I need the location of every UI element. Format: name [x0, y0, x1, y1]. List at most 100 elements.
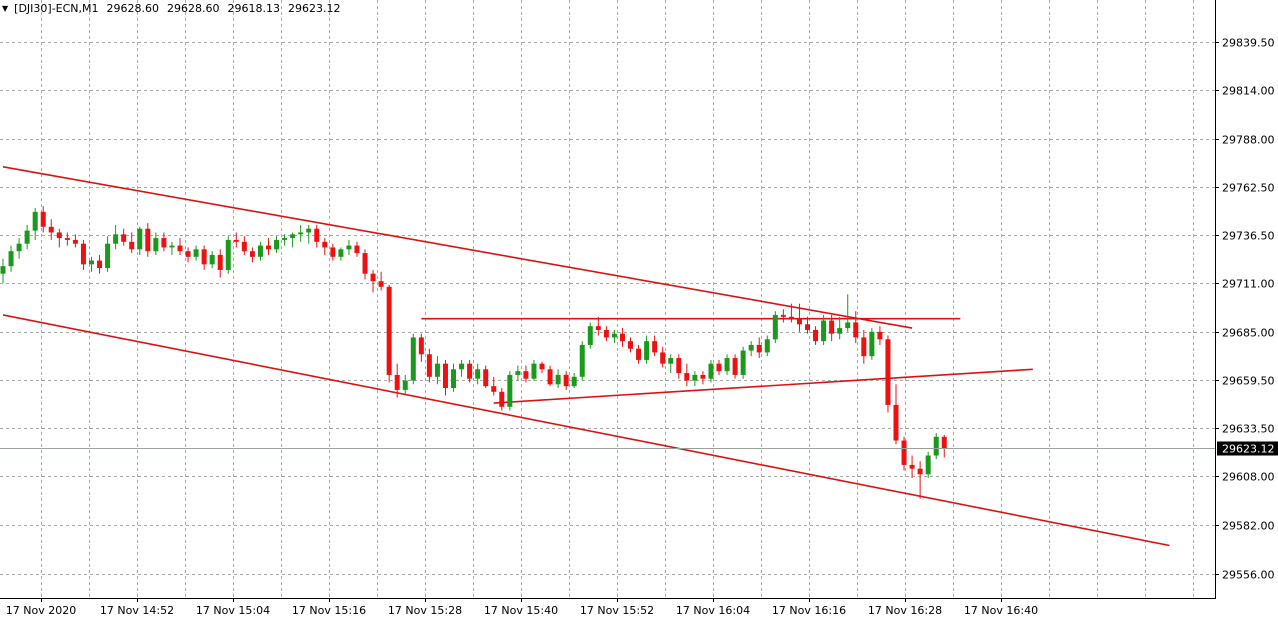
candle-body	[652, 341, 658, 353]
bearish-candle	[877, 326, 883, 345]
bearish-candle	[716, 359, 722, 375]
candle-body	[893, 404, 899, 441]
bearish-candle	[161, 232, 167, 252]
bearish-candle	[64, 232, 70, 246]
x-tick-label: 17 Nov 2020	[6, 604, 76, 617]
bearish-candle	[523, 365, 529, 383]
bearish-candle	[201, 245, 207, 270]
candle-body	[177, 245, 183, 252]
bullish-candle	[821, 314, 827, 345]
candle-body	[869, 331, 875, 357]
x-tick-label: 17 Nov 15:16	[292, 604, 366, 617]
x-tick-label: 17 Nov 16:16	[772, 604, 846, 617]
candle-body	[451, 369, 457, 389]
bullish-candle	[571, 373, 577, 389]
candle-body	[547, 369, 553, 385]
bullish-candle	[708, 359, 714, 383]
candle-body	[418, 337, 424, 355]
current-price-tag-bg	[1217, 441, 1278, 456]
candle-body	[80, 243, 86, 265]
candle-body	[97, 260, 103, 269]
bearish-candle	[48, 219, 54, 240]
low-value: 29618.13	[227, 1, 281, 15]
bullish-candle	[531, 359, 537, 381]
dropdown-triangle-icon[interactable]: ▼	[2, 3, 9, 13]
y-tick-label: 29608.00	[1222, 471, 1275, 484]
bearish-candle	[660, 346, 666, 368]
candle-body	[805, 324, 810, 330]
bearish-candle	[354, 241, 360, 257]
candle-body	[217, 254, 223, 270]
candle-body	[129, 241, 135, 250]
bullish-candle	[933, 433, 939, 460]
bearish-candle	[676, 354, 682, 379]
candle-body	[901, 440, 907, 465]
bullish-candle	[306, 224, 312, 244]
bearish-candle	[813, 326, 819, 345]
bearish-candle	[442, 359, 448, 396]
candle-body	[660, 352, 666, 364]
candle-body	[853, 322, 859, 338]
bullish-candle	[724, 354, 730, 375]
candle-body	[587, 326, 593, 345]
candle-body	[861, 337, 867, 357]
candle-body	[740, 350, 746, 375]
candle-body	[386, 286, 392, 375]
bearish-candle	[386, 284, 392, 383]
bullish-candle	[459, 359, 465, 377]
bearish-candle	[217, 249, 223, 278]
grid	[0, 0, 1215, 598]
bearish-candle	[177, 238, 183, 255]
candle-body	[169, 245, 175, 248]
bullish-candle	[644, 335, 650, 364]
bullish-candle	[772, 311, 778, 344]
candle-body	[531, 363, 537, 379]
candle-body	[636, 348, 642, 360]
candle-body	[507, 374, 513, 407]
candle-body	[394, 374, 400, 390]
bearish-candle	[684, 363, 690, 387]
bullish-candle	[290, 232, 296, 248]
symbol-label: [DJI30]-ECN,M1	[14, 1, 99, 15]
bearish-candle	[603, 326, 609, 342]
bearish-candle	[885, 335, 891, 413]
bullish-candle	[169, 241, 175, 255]
bearish-candle	[732, 354, 738, 379]
candle-body	[764, 339, 770, 353]
bearish-candle	[563, 371, 569, 390]
bearish-candle	[97, 254, 103, 274]
candle-body	[0, 266, 6, 274]
bullish-candle	[668, 354, 674, 374]
bearish-candle	[314, 224, 320, 248]
candle-body	[459, 363, 465, 370]
bearish-candle	[893, 384, 899, 445]
candle-body	[515, 371, 521, 375]
y-tick-label: 29685.00	[1222, 327, 1275, 340]
candle-body	[426, 354, 432, 377]
y-tick-label: 29582.00	[1222, 520, 1275, 533]
candle-body	[290, 234, 296, 239]
bearish-candle	[829, 314, 835, 342]
bearish-candle	[233, 232, 239, 248]
bullish-candle	[764, 335, 770, 357]
bullish-candle	[692, 371, 698, 387]
bullish-candle	[410, 333, 416, 385]
candle-body	[48, 226, 54, 233]
candle-body	[941, 436, 947, 449]
candle-body	[837, 328, 843, 334]
bullish-candle	[338, 247, 344, 261]
bearish-candle	[595, 316, 601, 336]
candle-body	[925, 455, 931, 475]
candle-body	[644, 341, 650, 360]
bearish-candle	[241, 236, 247, 255]
candle-body	[917, 468, 923, 475]
bearish-candle	[909, 455, 915, 479]
bearish-candle	[145, 223, 151, 257]
bearish-candle	[636, 344, 642, 364]
bearish-candle	[700, 371, 706, 385]
candle-body	[499, 391, 505, 407]
y-tick-label: 29736.50	[1222, 230, 1275, 243]
candle-body	[249, 251, 255, 257]
